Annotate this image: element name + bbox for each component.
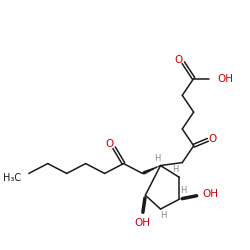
Text: H₃C: H₃C (3, 174, 21, 184)
Text: O: O (208, 134, 217, 144)
Text: OH: OH (202, 189, 218, 199)
Text: O: O (105, 139, 114, 149)
Text: H: H (180, 186, 186, 195)
Text: H: H (154, 154, 161, 163)
Text: OH: OH (134, 218, 150, 228)
Text: H: H (172, 165, 179, 174)
Text: H: H (160, 212, 166, 220)
Text: O: O (174, 55, 183, 65)
Text: OH: OH (217, 74, 233, 84)
